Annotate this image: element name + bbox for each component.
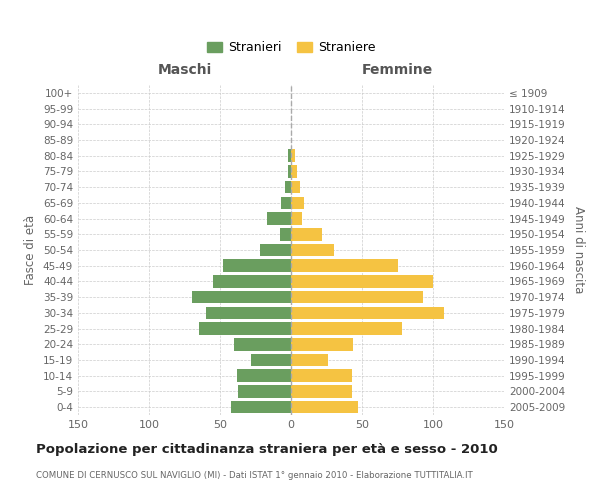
Bar (291, 338, 353, 350)
Bar (291, 306, 445, 319)
Bar (280, 228, 291, 240)
Bar (238, 385, 291, 398)
Text: Popolazione per cittadinanza straniera per età e sesso - 2010: Popolazione per cittadinanza straniera p… (36, 442, 498, 456)
Bar (199, 322, 291, 335)
Bar (286, 181, 291, 194)
Bar (288, 165, 291, 177)
Text: Maschi: Maschi (157, 63, 212, 77)
Bar (291, 260, 398, 272)
Y-axis label: Fasce di età: Fasce di età (25, 215, 37, 285)
Bar (291, 150, 295, 162)
Text: COMUNE DI CERNUSCO SUL NAVIGLIO (MI) - Dati ISTAT 1° gennaio 2010 - Elaborazione: COMUNE DI CERNUSCO SUL NAVIGLIO (MI) - D… (36, 470, 473, 480)
Bar (291, 228, 322, 240)
Bar (191, 291, 291, 304)
Bar (291, 244, 334, 256)
Bar (237, 370, 291, 382)
Bar (291, 196, 304, 209)
Bar (251, 354, 291, 366)
Bar (260, 244, 291, 256)
Bar (291, 385, 352, 398)
Bar (232, 401, 291, 413)
Bar (206, 306, 291, 319)
Bar (291, 212, 302, 225)
Bar (291, 370, 352, 382)
Bar (291, 354, 328, 366)
Bar (213, 275, 291, 287)
Bar (281, 196, 291, 209)
Bar (234, 338, 291, 350)
Bar (288, 150, 291, 162)
Bar (291, 401, 358, 413)
Bar (291, 291, 423, 304)
Bar (291, 181, 299, 194)
Legend: Stranieri, Straniere: Stranieri, Straniere (200, 35, 382, 60)
Bar (223, 260, 291, 272)
Bar (291, 322, 402, 335)
Bar (291, 275, 433, 287)
Bar (291, 165, 296, 177)
Y-axis label: Anni di nascita: Anni di nascita (572, 206, 585, 294)
Text: Femmine: Femmine (362, 63, 433, 77)
Bar (267, 212, 291, 225)
